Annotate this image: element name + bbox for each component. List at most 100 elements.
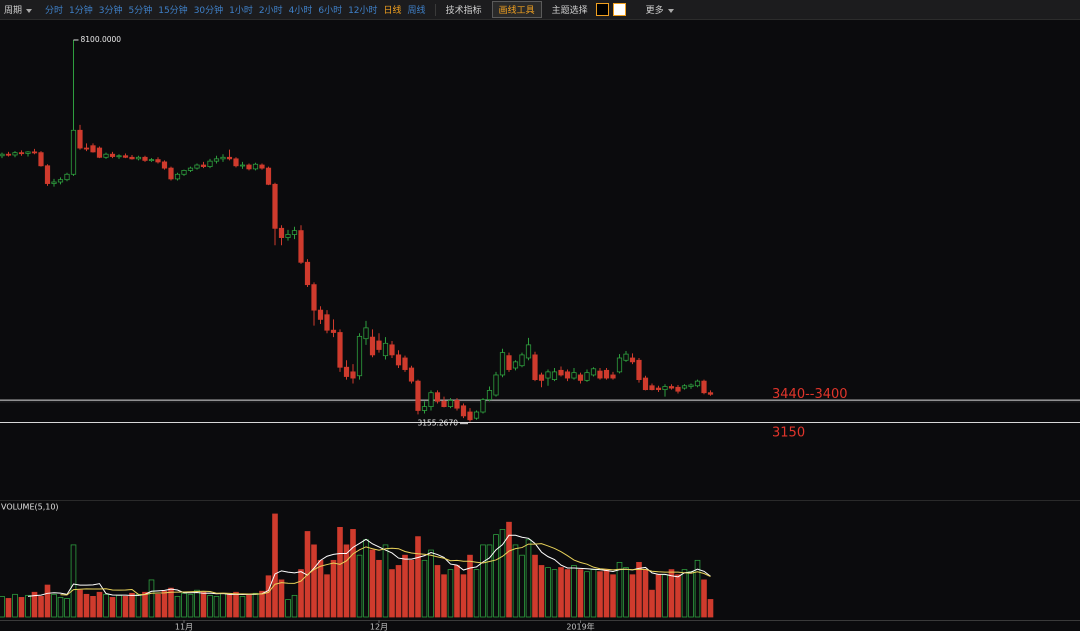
candle-body bbox=[0, 153, 5, 157]
annotation-label: 8100.0000 bbox=[81, 35, 122, 44]
volume-bar bbox=[291, 594, 298, 618]
candle-body bbox=[597, 370, 603, 379]
volume-bar bbox=[655, 574, 662, 618]
volume-bar bbox=[70, 544, 77, 618]
candle-body bbox=[616, 357, 623, 373]
candle-body bbox=[519, 354, 525, 367]
volume-bar bbox=[681, 569, 688, 618]
volume-bar bbox=[447, 569, 454, 618]
candle-body bbox=[454, 400, 460, 409]
separator bbox=[434, 3, 436, 16]
candle-body bbox=[168, 167, 174, 180]
candle-body bbox=[96, 147, 103, 158]
candle-body bbox=[343, 366, 350, 377]
candle-body bbox=[337, 332, 343, 368]
interval-button[interactable]: 4小时 bbox=[288, 6, 313, 16]
interval-button[interactable]: 6小时 bbox=[318, 6, 343, 16]
candle-body bbox=[324, 314, 330, 331]
candle-body bbox=[44, 165, 51, 184]
interval-button[interactable]: 5分钟 bbox=[128, 6, 153, 16]
candle-body bbox=[512, 361, 519, 369]
candle-body bbox=[603, 369, 610, 379]
volume-bar bbox=[0, 596, 5, 618]
candle-body bbox=[655, 387, 662, 391]
candle-body bbox=[5, 153, 12, 156]
candle-body bbox=[369, 336, 376, 356]
candle-body bbox=[70, 129, 77, 175]
theme-swatch[interactable] bbox=[595, 3, 609, 16]
volume-bar bbox=[577, 569, 584, 618]
candle-body bbox=[545, 371, 551, 379]
candle-body bbox=[239, 164, 246, 167]
period-menu[interactable]: 周期 bbox=[0, 3, 36, 16]
volume-bar bbox=[402, 554, 408, 618]
interval-button[interactable]: 30分钟 bbox=[193, 6, 224, 16]
level-label: 3440--3400 bbox=[772, 387, 848, 402]
volume-bar bbox=[415, 536, 421, 618]
volume-bar bbox=[239, 596, 246, 618]
candle-body bbox=[701, 380, 707, 394]
candle-body bbox=[252, 163, 259, 170]
candle-body bbox=[493, 374, 499, 396]
x-tick-label: 2019年 bbox=[566, 622, 594, 631]
theme-swatches bbox=[592, 3, 626, 16]
interval-button[interactable]: 15分钟 bbox=[158, 6, 188, 16]
volume-bar bbox=[12, 593, 18, 618]
candle-body bbox=[109, 153, 116, 157]
candle-body bbox=[610, 374, 616, 379]
volume-bar bbox=[148, 579, 155, 618]
level-label: 3150 bbox=[772, 426, 805, 441]
candle-body bbox=[51, 181, 57, 184]
interval-button[interactable]: 3分钟 bbox=[98, 6, 123, 16]
interval-button[interactable]: 2小时 bbox=[258, 6, 283, 16]
volume-bar bbox=[649, 589, 655, 618]
volume-bar bbox=[584, 571, 590, 618]
indicators-button[interactable]: 技术指标 bbox=[445, 6, 482, 16]
volume-title: VOLUME(5,10) bbox=[1, 503, 59, 512]
interval-button[interactable]: 1小时 bbox=[229, 6, 253, 16]
candle-body bbox=[213, 158, 220, 162]
volume-bar bbox=[369, 549, 376, 618]
volume-bar bbox=[532, 554, 538, 618]
candle-body bbox=[681, 385, 688, 389]
volume-bar bbox=[135, 593, 142, 618]
candle-body bbox=[278, 227, 285, 238]
candle-body bbox=[181, 170, 187, 175]
volume-bar bbox=[207, 594, 213, 618]
more-label: 更多 bbox=[645, 6, 664, 16]
candle-body bbox=[376, 340, 382, 350]
volume-bar bbox=[421, 559, 428, 618]
candle-body bbox=[350, 371, 356, 379]
volume-bar bbox=[688, 571, 694, 618]
volume-bar bbox=[161, 590, 168, 618]
interval-button[interactable]: 周线 bbox=[407, 6, 426, 16]
volume-bar bbox=[44, 584, 51, 618]
more-menu[interactable]: 更多 bbox=[642, 3, 678, 16]
volume-bar bbox=[96, 591, 103, 618]
interval-button[interactable]: 日线 bbox=[383, 6, 402, 16]
candle-body bbox=[382, 342, 389, 357]
volume-bar bbox=[246, 594, 252, 618]
interval-button[interactable]: 分时 bbox=[45, 6, 64, 16]
candle-body bbox=[525, 344, 532, 359]
interval-button[interactable]: 1分钟 bbox=[69, 6, 93, 16]
candle-body bbox=[447, 400, 454, 408]
level-band bbox=[0, 399, 1080, 403]
volume-bar bbox=[512, 544, 519, 618]
candle-body bbox=[83, 147, 90, 150]
volume-bar bbox=[200, 591, 207, 618]
candle-body bbox=[577, 374, 584, 381]
volume-bar bbox=[389, 569, 395, 618]
candle-body bbox=[649, 385, 655, 391]
drawing-tool-button[interactable]: 画线工具 bbox=[491, 1, 542, 18]
theme-swatch[interactable] bbox=[612, 3, 626, 16]
interval-button[interactable]: 12小时 bbox=[348, 6, 378, 16]
candle-body bbox=[480, 399, 486, 413]
volume-bar bbox=[538, 565, 545, 618]
volume-bar bbox=[506, 521, 512, 618]
volume-bar bbox=[57, 597, 64, 618]
volume-bar bbox=[83, 593, 90, 618]
